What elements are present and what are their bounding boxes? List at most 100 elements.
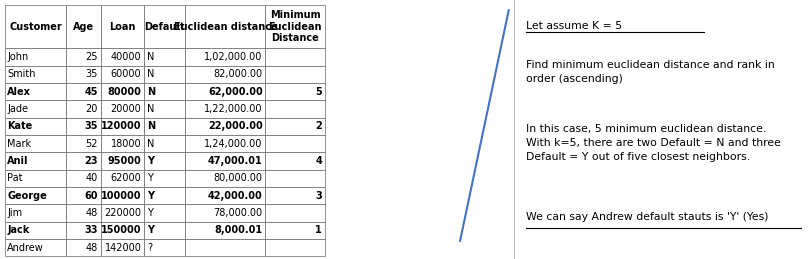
Bar <box>5 5 66 48</box>
Text: Euclidean distance: Euclidean distance <box>173 22 277 32</box>
Text: N: N <box>147 139 154 149</box>
Bar <box>100 222 144 239</box>
Text: 22,000.00: 22,000.00 <box>208 121 262 132</box>
Bar <box>185 153 266 170</box>
Text: 62,000.00: 62,000.00 <box>208 87 262 97</box>
Text: Mark: Mark <box>7 139 32 149</box>
Text: Loan: Loan <box>109 22 135 32</box>
Bar <box>266 118 325 135</box>
Text: 48: 48 <box>86 243 98 253</box>
Text: 142000: 142000 <box>104 243 142 253</box>
Bar <box>5 187 66 204</box>
Text: In this case, 5 minimum euclidean distance.
With k=5, there are two Default = N : In this case, 5 minimum euclidean distan… <box>526 124 781 162</box>
Text: 47,000.01: 47,000.01 <box>208 156 262 166</box>
Bar <box>144 5 185 48</box>
Bar <box>185 100 266 118</box>
Bar <box>185 170 266 187</box>
Bar <box>100 5 144 48</box>
Text: Y: Y <box>147 225 154 235</box>
Bar <box>5 170 66 187</box>
Bar <box>100 100 144 118</box>
Text: Minimum
Euclidean
Distance: Minimum Euclidean Distance <box>268 10 322 44</box>
Bar <box>144 170 185 187</box>
Text: Smith: Smith <box>7 69 36 80</box>
Text: Andrew: Andrew <box>7 243 44 253</box>
Text: Alex: Alex <box>7 87 32 97</box>
Text: 52: 52 <box>85 139 98 149</box>
Bar <box>5 83 66 100</box>
Text: Jade: Jade <box>7 104 28 114</box>
Text: 5: 5 <box>315 87 322 97</box>
Text: 33: 33 <box>84 225 98 235</box>
Text: N: N <box>147 87 155 97</box>
Text: John: John <box>7 52 28 62</box>
Text: Anil: Anil <box>7 156 29 166</box>
Text: 80,000.00: 80,000.00 <box>214 174 262 183</box>
Text: We can say Andrew default stauts is 'Y' (Yes): We can say Andrew default stauts is 'Y' … <box>526 212 769 222</box>
Text: 23: 23 <box>84 156 98 166</box>
Bar <box>266 187 325 204</box>
Bar <box>66 100 100 118</box>
Text: 25: 25 <box>85 52 98 62</box>
Text: 60: 60 <box>84 191 98 201</box>
Bar <box>266 170 325 187</box>
Text: 1,02,000.00: 1,02,000.00 <box>204 52 262 62</box>
Text: ?: ? <box>147 243 152 253</box>
Bar <box>5 222 66 239</box>
Bar <box>144 118 185 135</box>
Bar <box>266 135 325 153</box>
Bar <box>66 135 100 153</box>
Bar <box>144 239 185 256</box>
Text: 18000: 18000 <box>111 139 142 149</box>
Bar <box>100 153 144 170</box>
Text: Jim: Jim <box>7 208 23 218</box>
Text: Let assume K = 5: Let assume K = 5 <box>526 21 622 31</box>
Text: Jack: Jack <box>7 225 30 235</box>
Text: 20: 20 <box>86 104 98 114</box>
Text: N: N <box>147 69 154 80</box>
Bar <box>66 222 100 239</box>
Bar <box>266 5 325 48</box>
Bar <box>185 5 266 48</box>
Bar <box>144 153 185 170</box>
Text: 8,000.01: 8,000.01 <box>215 225 262 235</box>
Bar <box>266 48 325 66</box>
Bar <box>100 204 144 222</box>
Bar <box>100 135 144 153</box>
Text: 40: 40 <box>86 174 98 183</box>
Text: 100000: 100000 <box>101 191 142 201</box>
Bar <box>185 135 266 153</box>
Bar <box>100 187 144 204</box>
Bar <box>100 48 144 66</box>
Bar <box>5 135 66 153</box>
Text: Y: Y <box>147 208 153 218</box>
Bar <box>66 48 100 66</box>
Text: Kate: Kate <box>7 121 32 132</box>
Text: 1,24,000.00: 1,24,000.00 <box>204 139 262 149</box>
Text: 35: 35 <box>86 69 98 80</box>
Bar <box>5 118 66 135</box>
Bar <box>185 187 266 204</box>
Bar <box>100 66 144 83</box>
Bar <box>266 100 325 118</box>
Text: N: N <box>147 121 155 132</box>
Bar <box>144 66 185 83</box>
Text: 95000: 95000 <box>108 156 142 166</box>
Text: 1: 1 <box>315 225 322 235</box>
Bar <box>5 48 66 66</box>
Bar <box>66 204 100 222</box>
Text: 35: 35 <box>84 121 98 132</box>
Bar <box>100 239 144 256</box>
Bar <box>5 239 66 256</box>
Bar <box>100 118 144 135</box>
Bar <box>144 83 185 100</box>
Bar <box>185 83 266 100</box>
Bar <box>144 187 185 204</box>
Bar <box>66 66 100 83</box>
Bar <box>144 222 185 239</box>
Text: Find minimum euclidean distance and rank in
order (ascending): Find minimum euclidean distance and rank… <box>526 60 775 84</box>
Text: 2: 2 <box>315 121 322 132</box>
Text: 4: 4 <box>315 156 322 166</box>
Bar <box>66 153 100 170</box>
Text: 80000: 80000 <box>108 87 142 97</box>
